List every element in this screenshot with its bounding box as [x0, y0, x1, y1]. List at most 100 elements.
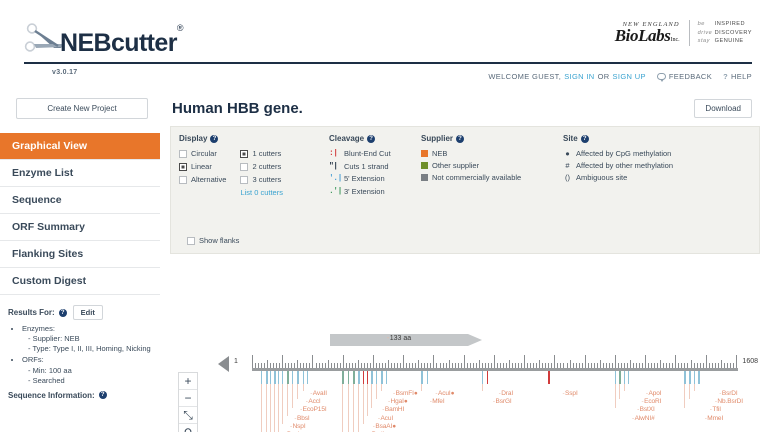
enzyme-label[interactable]: BsrDI	[719, 390, 738, 397]
enzyme-label[interactable]: ApoI	[646, 390, 662, 397]
checkbox-1-cutters[interactable]: 1 cutters	[240, 149, 283, 158]
search-magnifier-button[interactable]: ⚲	[179, 424, 197, 432]
cut-site-mark[interactable]	[297, 371, 299, 384]
enzyme-label[interactable]: TfiI	[710, 406, 721, 413]
cut-site-mark[interactable]	[698, 371, 700, 384]
cut-site-mark[interactable]	[375, 371, 378, 384]
enzyme-label[interactable]: AccI	[306, 398, 320, 405]
enzyme-label[interactable]: AcuI	[378, 415, 393, 422]
cut-site-mark[interactable]	[614, 371, 617, 384]
cut-site-mark[interactable]	[274, 371, 276, 384]
left-arrow-icon[interactable]	[218, 356, 229, 372]
enzyme-label[interactable]: BamHI	[382, 406, 404, 413]
enzyme-label[interactable]: BsaAI●	[373, 423, 396, 430]
enzyme-label[interactable]: HgaI●	[388, 398, 408, 405]
feedback-button[interactable]: FEEDBACK	[656, 72, 712, 82]
cut-site-mark[interactable]	[426, 371, 428, 384]
enzyme-label[interactable]: AvaII	[310, 390, 327, 397]
cut-site-mark[interactable]	[481, 371, 484, 384]
create-new-project-button[interactable]: Create New Project	[16, 98, 148, 119]
enzyme-label[interactable]: MmeI	[705, 415, 723, 422]
sign-in-link[interactable]: SIGN IN	[564, 72, 595, 81]
checkbox-alternative[interactable]: Alternative	[179, 175, 226, 184]
expand-button[interactable]: ⤡	[179, 407, 197, 424]
cut-site-mark[interactable]	[302, 371, 304, 384]
cut-site-mark[interactable]	[689, 371, 691, 384]
checkbox-box[interactable]	[187, 236, 195, 245]
sign-up-link[interactable]: SIGN UP	[612, 72, 646, 81]
sidebar-item-orf-summary[interactable]: ORF Summary	[0, 214, 160, 241]
checkbox-box[interactable]	[179, 162, 187, 171]
checkbox-box[interactable]	[179, 175, 187, 184]
edit-results-button[interactable]: Edit	[72, 305, 103, 320]
cut-site-mark[interactable]	[269, 371, 272, 384]
download-button[interactable]: Download	[694, 99, 752, 118]
enzyme-label[interactable]: Nb.BsrDI	[715, 398, 743, 405]
enzyme-label[interactable]: AcuI●	[435, 390, 455, 397]
sidebar-item-sequence[interactable]: Sequence	[0, 187, 160, 214]
sidebar-item-enzyme-list[interactable]: Enzyme List	[0, 160, 160, 187]
enzyme-label[interactable]: MfeI	[430, 398, 444, 405]
cut-site-mark[interactable]	[277, 371, 280, 384]
checkbox-circular[interactable]: Circular	[179, 149, 226, 158]
enzyme-label[interactable]: EcoRI	[642, 398, 661, 405]
cut-site-mark[interactable]	[353, 371, 355, 384]
help-icon[interactable]: ?	[580, 134, 589, 143]
sidebar-item-custom-digest[interactable]: Custom Digest	[0, 268, 160, 295]
cut-site-mark[interactable]	[623, 371, 626, 384]
help-button[interactable]: ? HELP	[723, 72, 752, 81]
checkbox-linear[interactable]: Linear	[179, 162, 226, 171]
cut-site-mark[interactable]	[281, 371, 284, 384]
cut-site-mark[interactable]	[548, 371, 550, 384]
checkbox-box[interactable]	[240, 149, 249, 158]
cut-site-mark[interactable]	[684, 371, 686, 384]
checkbox-2-cutters[interactable]: 2 cutters	[240, 162, 283, 171]
list-cutters-link[interactable]: List 0 cutters	[240, 188, 283, 197]
enzyme-label[interactable]: BsmFI●	[393, 390, 418, 397]
cut-site-mark[interactable]	[627, 371, 630, 384]
checkbox-box[interactable]	[240, 162, 249, 171]
help-icon[interactable]: ?	[98, 391, 107, 400]
cut-site-mark[interactable]	[366, 371, 369, 384]
help-icon[interactable]: ?	[58, 308, 67, 317]
cut-site-mark[interactable]	[287, 371, 289, 384]
enzyme-label[interactable]: SspI	[562, 390, 578, 397]
cut-site-mark[interactable]	[371, 371, 373, 384]
enzyme-label[interactable]: BbsI	[294, 415, 310, 422]
checkbox-show-flanks[interactable]: Show flanks	[187, 236, 239, 245]
sidebar-item-graphical-view[interactable]: Graphical View	[0, 133, 160, 160]
zoom-in-button[interactable]: +	[179, 373, 197, 390]
cut-site-mark[interactable]	[362, 371, 365, 384]
cut-site-mark[interactable]	[291, 371, 294, 384]
cut-site-mark[interactable]	[421, 371, 423, 384]
orf-bar[interactable]: 133 aa	[330, 334, 482, 346]
sidebar-item-flanking-sites[interactable]: Flanking Sites	[0, 241, 160, 268]
enzyme-label[interactable]: BstXI	[637, 406, 655, 413]
checkbox-3-cutters[interactable]: 3 cutters	[240, 175, 283, 184]
cut-site-mark[interactable]	[306, 371, 309, 384]
cut-site-mark[interactable]	[358, 371, 360, 384]
checkbox-box[interactable]	[179, 149, 187, 158]
cut-site-mark[interactable]	[693, 371, 696, 384]
zoom-out-button[interactable]: −	[179, 390, 197, 407]
help-icon[interactable]: ?	[456, 134, 465, 143]
neb-biolabs-logo[interactable]: NEW ENGLAND BioLabsInc. be INSPIRED drive…	[615, 20, 752, 46]
cut-site-mark[interactable]	[381, 371, 383, 384]
cut-site-mark[interactable]	[486, 371, 489, 384]
cut-site-mark[interactable]	[619, 371, 621, 384]
help-icon[interactable]: ?	[367, 134, 376, 143]
enzyme-label[interactable]: AlwNI#	[632, 415, 655, 422]
checkbox-box[interactable]	[240, 175, 249, 184]
enzyme-label[interactable]: BsrGI	[493, 398, 512, 405]
enzyme-label[interactable]: EcoP15I	[300, 406, 327, 413]
nebcutter-logo[interactable]: NEBcutter®	[24, 22, 189, 56]
help-icon[interactable]: ?	[210, 134, 219, 143]
enzyme-label[interactable]: DraI	[499, 390, 513, 397]
cut-site-mark[interactable]	[347, 371, 350, 384]
ruler-tick-minor	[557, 363, 559, 368]
cut-site-mark[interactable]	[266, 371, 268, 384]
cut-site-mark[interactable]	[385, 371, 388, 384]
cut-site-mark[interactable]	[260, 371, 263, 384]
cut-site-mark[interactable]	[342, 371, 344, 384]
enzyme-label[interactable]: NspI	[290, 423, 306, 430]
